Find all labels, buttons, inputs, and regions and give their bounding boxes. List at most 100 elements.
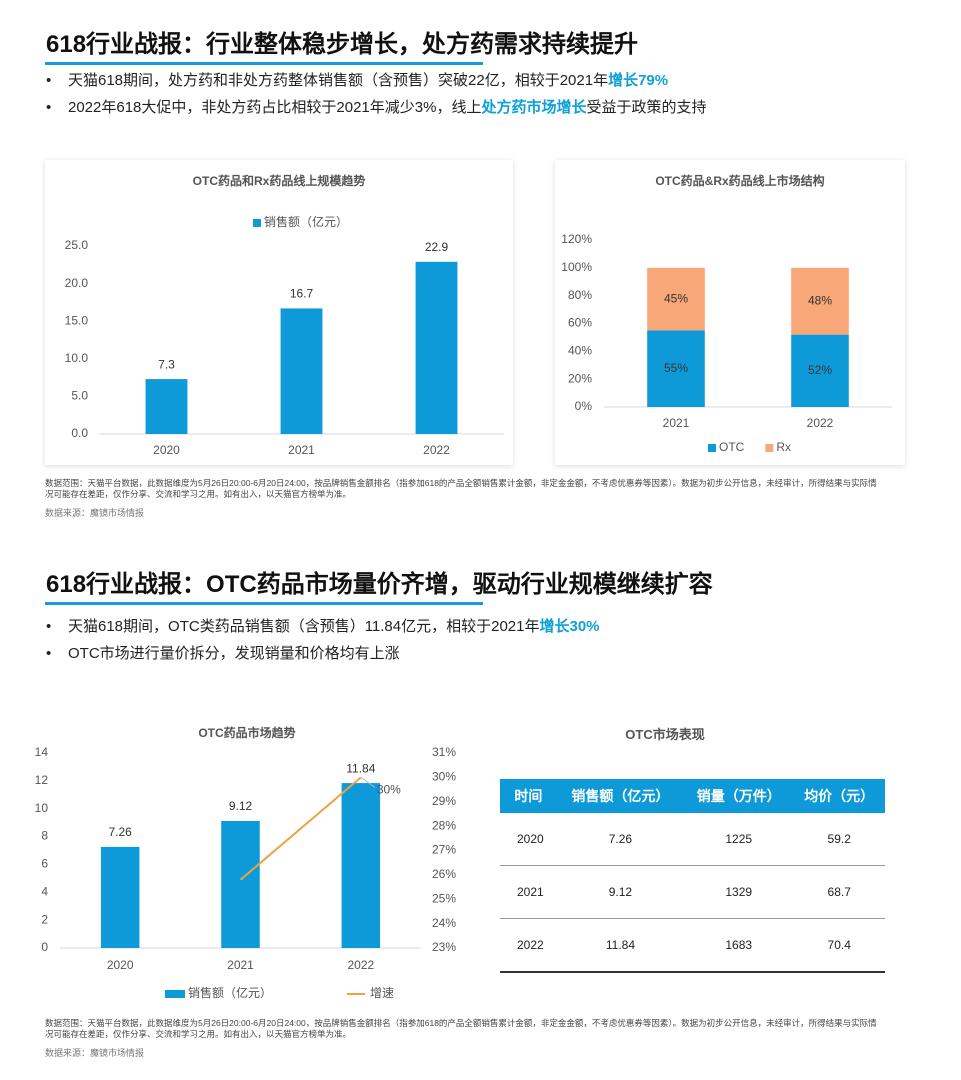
y-tick-label: 40%: [568, 344, 592, 358]
x-tick-label: 2020: [107, 958, 134, 972]
y-tick-label: 2: [41, 912, 48, 926]
y-tick-label: 8: [41, 829, 48, 843]
x-tick-label: 2022: [807, 416, 834, 430]
table: 时间 销售额（亿元） 销量（万件） 均价（元） 2020 7.26 1225 59.2 2021…: [500, 779, 885, 973]
bullet-text: 天猫618期间，OTC类药品销售额（含预售）11.84亿元，相较于2021年: [68, 618, 540, 635]
data-label: 16.7: [290, 287, 314, 301]
table-header-cell: 销量（万件）: [684, 779, 794, 813]
table-cell: 2022: [500, 918, 557, 973]
line-series: [239, 776, 362, 881]
bullet: OTC市场进行量价拆分，发现销量和价格均有上涨: [46, 640, 600, 667]
table-cell: 2020: [500, 813, 557, 866]
x-tick-label: 2022: [423, 443, 450, 457]
table-cell: 68.7: [793, 865, 885, 919]
bar: [145, 379, 188, 434]
bullet-text: OTC市场进行量价拆分，发现销量和价格均有上涨: [68, 645, 400, 662]
highlight-text: 增长79%: [608, 72, 669, 89]
data-label: 55%: [664, 361, 688, 375]
data-label: 45%: [664, 291, 688, 305]
bullet: 天猫618期间，OTC类药品销售额（含预售）11.84亿元，相较于2021年增长…: [46, 613, 600, 640]
bar: [341, 783, 381, 948]
bar: [100, 846, 140, 948]
table-cell: 59.2: [793, 813, 885, 866]
y-tick-label: 0%: [575, 399, 593, 413]
y-tick-label: 15.0: [65, 313, 89, 327]
table-cell: 2021: [500, 865, 557, 919]
y-tick-label: 80%: [568, 288, 592, 302]
table-header-cell: 销售额（亿元）: [556, 779, 685, 813]
data-label: 11.84: [346, 761, 375, 775]
x-tick-label: 2021: [288, 443, 315, 457]
data-label: 48%: [808, 293, 832, 307]
title-underline: [45, 602, 483, 605]
y-tick-label: 0: [41, 940, 48, 954]
y-tick-label: 4: [41, 884, 48, 898]
bullet-text: 2022年618大促中，非处方药占比相较于2021年减少3%，线上: [68, 99, 482, 116]
chart: OTC药品和Rx药品线上规模趋势 0.0 5.0 10.0 15.0 20.0 25.0 20…: [65, 173, 504, 457]
data-label: 9.12: [229, 799, 253, 813]
table-header-cell: 时间: [500, 779, 557, 813]
y-tick-label: 12: [35, 773, 49, 787]
table-row: 2020 7.26 1225 59.2: [500, 813, 885, 866]
bar: [647, 267, 705, 331]
bar: [791, 334, 849, 407]
chart: OTC药品&Rx药品线上市场结构 0% 20% 40% 60% 80% 100% 120% 20…: [561, 173, 892, 454]
bar: [280, 308, 323, 434]
y2-tick-label: 28%: [432, 818, 456, 832]
data-label: 22.9: [425, 240, 449, 254]
table-row: 2022 11.84 1683 70.4: [500, 918, 885, 973]
data-label: 7.3: [158, 357, 175, 371]
legend-marker: [253, 219, 261, 227]
y2-tick-label: 26%: [432, 867, 456, 881]
leader-line: [360, 776, 376, 788]
y-tick-label: 120%: [561, 232, 592, 246]
legend-marker: [765, 444, 774, 452]
footnote: 数据范围：天猫平台数据，此数据维度为5月26日20:00-6月20日24:00，…: [45, 1018, 877, 1039]
y2-tick-label: 23%: [432, 940, 456, 954]
x-tick-label: 2022: [347, 958, 374, 972]
table-title: OTC市场表现: [625, 727, 705, 742]
legend-marker: [708, 444, 716, 452]
y-tick-label: 60%: [568, 316, 592, 330]
y2-tick-label: 29%: [432, 794, 456, 808]
y-tick-label: 10.0: [65, 351, 89, 365]
legend-label: 销售额（亿元）: [264, 214, 348, 229]
bar: [647, 330, 705, 407]
table-cell: 7.26: [556, 813, 685, 866]
y-tick-label: 20%: [568, 371, 592, 385]
y2-tick-label: 27%: [432, 843, 456, 857]
x-tick-label: 2020: [153, 443, 180, 457]
legend-label: Rx: [776, 440, 791, 454]
legend-label: 增速: [370, 986, 394, 1000]
chart-title: OTC药品&Rx药品线上市场结构: [655, 173, 824, 188]
chart-title: OTC药品和Rx药品线上规模趋势: [193, 173, 366, 188]
bar: [791, 267, 849, 335]
bullet-text: 受益于政策的支持: [586, 99, 707, 116]
table-cell: 1683: [684, 918, 794, 973]
y2-tick-label: 30%: [432, 770, 456, 784]
bar: [221, 820, 260, 948]
title-underline: [45, 62, 483, 65]
section-title: 618行业战报：行业整体稳步增长，处方药需求持续提升: [46, 31, 639, 58]
source: 数据来源：魔镜市场情报: [45, 1048, 145, 1058]
data-label: 52%: [808, 363, 832, 377]
table-cell: 70.4: [793, 918, 885, 973]
y-tick-label: 5.0: [71, 389, 88, 403]
chart-title: OTC药品市场趋势: [198, 725, 295, 740]
table-cell: 9.12: [556, 865, 685, 919]
legend-marker: [165, 990, 185, 998]
y-tick-label: 100%: [561, 260, 592, 274]
y-tick-label: 10: [35, 801, 49, 815]
y-tick-label: 25.0: [65, 238, 89, 252]
highlight-text: 增长30%: [539, 618, 600, 635]
y2-tick-label: 31%: [432, 745, 456, 759]
table-header-cell: 均价（元）: [793, 779, 885, 813]
bullet-list: 天猫618期间，处方药和非处方药整体销售额（含预售）突破22亿，相较于2021年…: [46, 67, 706, 121]
y-tick-label: 20.0: [65, 276, 89, 290]
bar: [415, 261, 458, 434]
table-cell: 1225: [684, 813, 794, 866]
bullet-text: 天猫618期间，处方药和非处方药整体销售额（含预售）突破22亿，相较于2021年: [68, 72, 609, 89]
y-tick-label: 14: [35, 745, 49, 759]
data-label: 30%: [377, 783, 401, 797]
